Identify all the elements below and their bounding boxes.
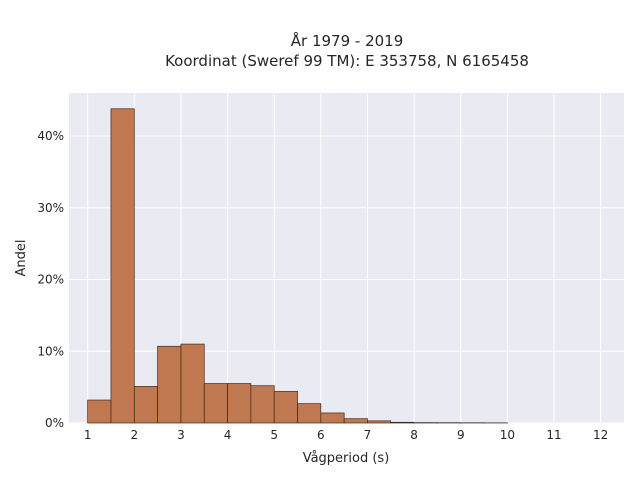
x-tick-label: 3 bbox=[177, 428, 185, 442]
y-tick-label: 20% bbox=[37, 273, 64, 287]
histogram-bar bbox=[344, 419, 367, 423]
y-tick-label: 30% bbox=[37, 201, 64, 215]
x-tick-label: 7 bbox=[364, 428, 372, 442]
histogram-bar bbox=[204, 384, 227, 423]
chart-title-line1: År 1979 - 2019 bbox=[291, 31, 404, 50]
x-axis-label: Vågperiod (s) bbox=[303, 451, 390, 466]
x-tick-label: 4 bbox=[224, 428, 232, 442]
chart-title-line2: Koordinat (Sweref 99 TM): E 353758, N 61… bbox=[165, 52, 529, 70]
x-tick-label: 11 bbox=[546, 428, 561, 442]
x-tick-label: 6 bbox=[317, 428, 325, 442]
y-tick-label: 40% bbox=[37, 129, 64, 143]
x-tick-label: 8 bbox=[410, 428, 418, 442]
histogram-bar bbox=[88, 400, 111, 423]
histogram-bar bbox=[158, 346, 181, 423]
y-tick-label: 10% bbox=[37, 344, 64, 358]
histogram-bar bbox=[111, 109, 134, 423]
histogram-bar bbox=[251, 386, 274, 423]
histogram-bar bbox=[321, 413, 344, 423]
x-tick-label: 9 bbox=[457, 428, 465, 442]
x-tick-label: 5 bbox=[270, 428, 278, 442]
histogram-bar bbox=[228, 384, 251, 423]
y-tick-label: 0% bbox=[45, 416, 64, 430]
histogram-bar bbox=[181, 344, 204, 423]
x-tick-label: 12 bbox=[593, 428, 608, 442]
y-tick-labels: 0% 10% 20% 30% 40% bbox=[37, 129, 64, 430]
x-tick-label: 10 bbox=[500, 428, 515, 442]
histogram-bar bbox=[391, 422, 414, 423]
histogram-bar bbox=[298, 404, 321, 423]
x-tick-label: 1 bbox=[84, 428, 92, 442]
histogram-bar bbox=[274, 391, 297, 423]
histogram-bar bbox=[134, 386, 157, 423]
plot-area bbox=[69, 93, 624, 423]
histogram-bar bbox=[367, 421, 390, 423]
x-tick-label: 2 bbox=[130, 428, 138, 442]
y-axis-label: Andel bbox=[14, 240, 29, 277]
